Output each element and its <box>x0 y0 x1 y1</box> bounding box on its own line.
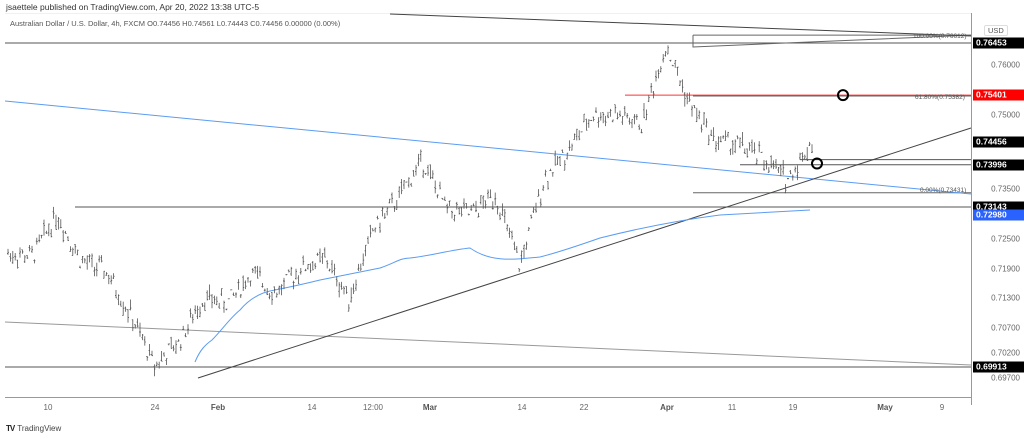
price-tick: 0.75000 <box>991 110 1020 120</box>
time-tick: May <box>877 403 893 412</box>
time-axis[interactable]: 10 24 Feb 14 12:00 Mar 14 22 Apr 11 19 May 9 <box>5 397 971 419</box>
price-tick: 0.73500 <box>991 184 1020 194</box>
time-tick: 14 <box>307 403 317 412</box>
time-tick: Feb <box>210 403 226 412</box>
price-label: 0.76453 <box>973 37 1024 49</box>
time-tick: 19 <box>788 403 798 412</box>
target-circle-icon <box>837 89 849 102</box>
price-label: 0.74456 <box>973 136 1024 148</box>
tradingview-brand[interactable]: TV TradingView <box>6 424 61 433</box>
price-tick: 0.71300 <box>991 293 1020 303</box>
currency-badge[interactable]: USD <box>984 25 1008 36</box>
trendline-lower <box>4 321 972 366</box>
time-tick: 22 <box>579 403 589 412</box>
time-tick: 11 <box>727 403 737 412</box>
brand-name: TradingView <box>17 424 62 433</box>
support-circle-icon <box>811 157 823 170</box>
price-label: 0.73143 <box>973 201 1024 213</box>
price-tick: 0.70700 <box>991 323 1020 333</box>
fib-label-0: 0.00%(0.73431) <box>920 187 967 194</box>
trendline-support <box>197 127 972 379</box>
price-tick: 0.76000 <box>991 60 1020 70</box>
time-tick: 14 <box>517 403 527 412</box>
trendline-blue <box>4 100 972 195</box>
price-axis[interactable]: USD 0.76000 0.75000 0.73500 0.72500 0.71900 0… <box>971 13 1024 405</box>
price-label: 0.72980 <box>973 209 1024 221</box>
price-label: 0.69913 <box>973 361 1024 373</box>
price-tick: 0.71900 <box>991 264 1020 274</box>
price-tick: 0.72500 <box>991 234 1020 244</box>
price-tick: 0.69700 <box>991 373 1020 383</box>
time-tick: 9 <box>939 403 945 412</box>
time-tick: 24 <box>150 403 160 412</box>
price-label: 0.75401 <box>973 89 1024 101</box>
time-tick: Mar <box>422 403 438 412</box>
price-label: 0.73996 <box>973 159 1024 171</box>
publisher-line: jsaettele published on TradingView.com, … <box>6 2 260 12</box>
time-tick: 10 <box>43 403 53 412</box>
symbol-legend: Australian Dollar / U.S. Dollar, 4h, FXC… <box>10 19 341 28</box>
moving-average-line <box>194 209 811 363</box>
fib-label-100: 100.00%(0.76612) <box>913 33 967 40</box>
chart-area[interactable] <box>5 13 1024 405</box>
price-tick: 0.70200 <box>991 348 1020 358</box>
time-tick: Apr <box>660 403 674 412</box>
trendline-top <box>389 13 972 37</box>
tradingview-logo-icon: TV <box>6 424 15 433</box>
time-tick: 12:00 <box>362 403 384 412</box>
fib-label-618: 61.80%(0.75382) <box>915 94 965 101</box>
